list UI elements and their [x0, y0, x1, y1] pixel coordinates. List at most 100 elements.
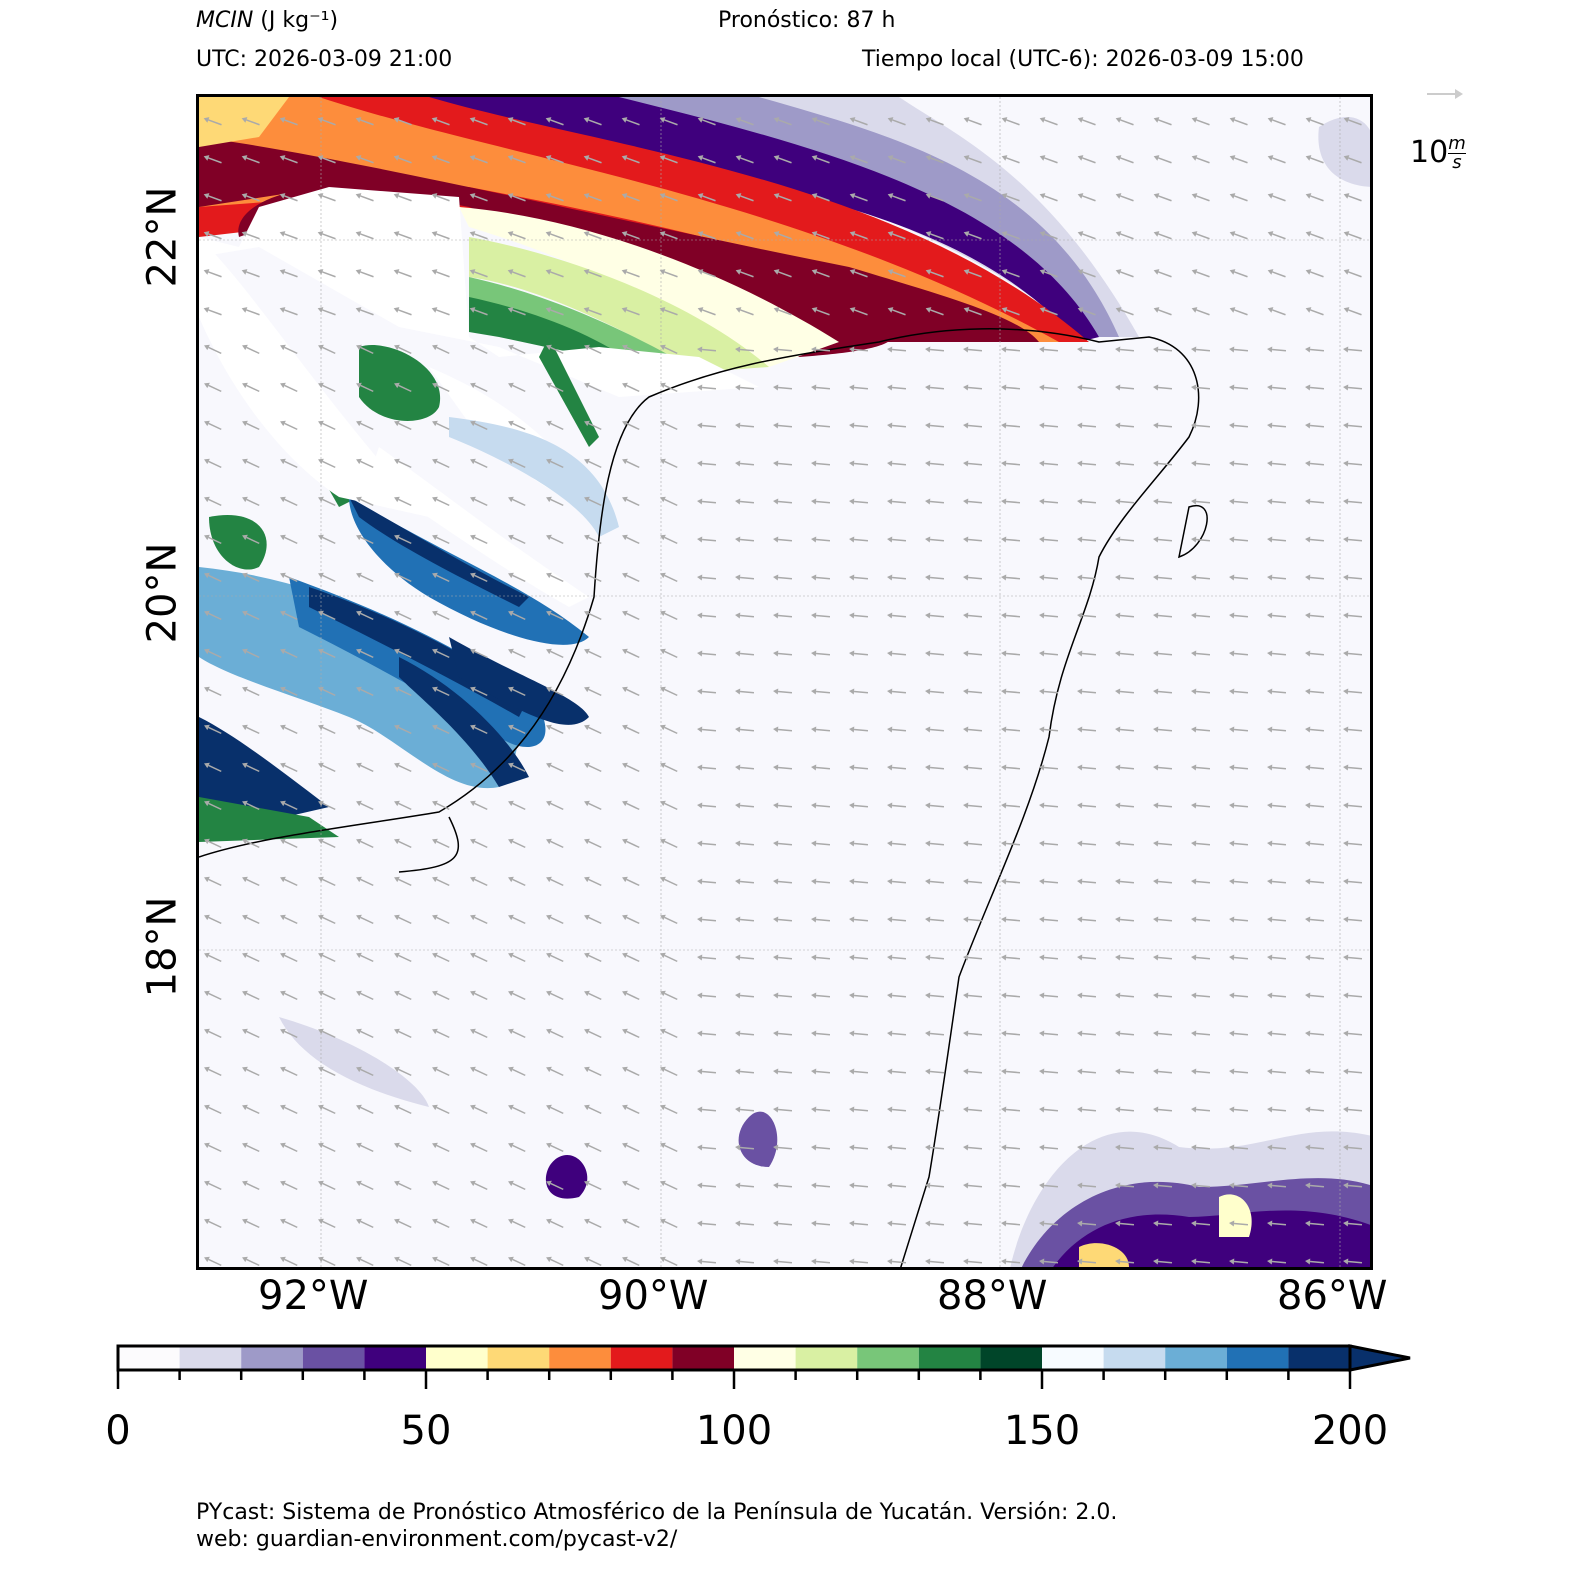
wind-arrow — [432, 1104, 450, 1115]
colorbar-label-100: 100 — [695, 1408, 773, 1454]
wind-arrow — [356, 344, 374, 355]
wind-arrow — [394, 420, 412, 431]
wind-arrow — [242, 800, 260, 811]
wind-arrow — [887, 726, 907, 733]
wind-arrow — [1115, 840, 1135, 847]
wind-arrow — [1077, 688, 1097, 695]
wind-arrow — [394, 800, 412, 811]
wind-arrow — [1305, 536, 1325, 543]
wind-arrow — [1267, 231, 1286, 240]
wind-arrow — [1001, 840, 1021, 847]
wind-arrow — [394, 458, 412, 469]
wind-arrow — [431, 117, 450, 126]
wind-arrow — [1229, 1220, 1249, 1227]
wind-arrow — [394, 724, 412, 735]
wind-arrow — [1077, 1030, 1097, 1037]
wind-arrow — [1343, 650, 1363, 657]
wind-arrow — [394, 496, 412, 507]
wind-arrow — [887, 1258, 907, 1265]
wind-arrow — [925, 992, 945, 999]
wind-arrow — [318, 496, 336, 507]
wind-arrow — [849, 231, 868, 240]
wind-arrow — [887, 346, 907, 353]
footer-line-2[interactable]: web: guardian-environment.com/pycast-v2/ — [196, 1527, 678, 1552]
wind-arrow — [241, 307, 260, 316]
wind-arrow — [546, 420, 564, 431]
wind-arrow — [393, 307, 412, 316]
lon-tick-88w: 88°W — [937, 1273, 1048, 1319]
wind-arrow — [697, 384, 717, 391]
wind-arrow — [1343, 307, 1362, 316]
wind-arrow — [660, 990, 678, 1001]
wind-arrow — [1153, 307, 1172, 316]
wind-arrow — [318, 1142, 336, 1153]
wind-arrow — [470, 648, 488, 659]
colorbar-segment — [1165, 1346, 1227, 1370]
lon-tick-86w: 86°W — [1277, 1273, 1388, 1319]
colorbar-segment — [1226, 1346, 1289, 1370]
wind-arrow — [356, 1218, 374, 1229]
map-panel[interactable] — [196, 94, 1373, 1270]
wind-arrow — [508, 496, 526, 507]
wind-arrow — [1115, 1220, 1135, 1227]
wind-arrow — [887, 422, 907, 429]
wind-arrow — [431, 307, 450, 316]
wind-arrow — [470, 344, 488, 355]
wind-arrow — [773, 650, 793, 657]
wind-arrow — [1343, 536, 1363, 543]
wind-arrow — [507, 117, 526, 126]
wind-arrow — [545, 307, 564, 316]
wind-arrow — [1305, 878, 1325, 885]
wind-arrow — [470, 1066, 488, 1077]
wind-arrow — [432, 952, 450, 963]
wind-arrow — [811, 231, 830, 240]
wind-arrow — [470, 1104, 488, 1115]
wind-arrow — [204, 572, 222, 583]
wind-arrow — [1039, 346, 1059, 353]
wind-arrow — [925, 840, 945, 847]
wind-arrow — [1191, 231, 1210, 240]
wind-arrow — [394, 1256, 412, 1267]
wind-arrow — [1267, 916, 1287, 923]
colorbar-label-150: 150 — [1003, 1408, 1081, 1454]
wind-arrow — [697, 1220, 717, 1227]
wind-arrow — [621, 193, 640, 202]
wind-arrow — [356, 1028, 374, 1039]
wind-arrow — [584, 1066, 602, 1077]
wind-arrow — [1305, 1144, 1325, 1151]
wind-arrow — [887, 231, 906, 240]
wind-arrow — [1305, 574, 1325, 581]
wind-arrow — [811, 193, 830, 202]
wind-arrow — [1343, 117, 1362, 126]
wind-arrow — [470, 572, 488, 583]
wind-arrow — [811, 155, 830, 164]
wind-arrow — [773, 726, 793, 733]
wind-arrow — [1229, 193, 1248, 202]
wind-arrow — [318, 952, 336, 963]
colorbar — [116, 1344, 1411, 1389]
wind-arrow — [508, 534, 526, 545]
wind-arrow — [1343, 1258, 1363, 1265]
wind-arrow — [546, 724, 564, 735]
wind-arrow — [1267, 1106, 1287, 1113]
wind-arrow — [1343, 1030, 1363, 1037]
wind-arrow — [697, 916, 717, 923]
wind-arrow — [470, 724, 488, 735]
wind-arrow — [925, 384, 945, 391]
wind-arrow — [204, 382, 222, 393]
wind-arrow — [508, 1180, 526, 1191]
wind-arrow — [1267, 155, 1286, 164]
wind-arrow — [241, 155, 260, 164]
wind-arrow — [735, 117, 754, 126]
wind-arrow — [356, 572, 374, 583]
wind-arrow — [1267, 1068, 1287, 1075]
wind-arrow — [1267, 269, 1286, 278]
wind-arrow — [697, 269, 716, 278]
wind-arrow — [660, 1028, 678, 1039]
wind-arrow — [546, 914, 564, 925]
wind-arrow — [887, 498, 907, 505]
wind-arrow — [963, 1068, 983, 1075]
wind-arrow — [735, 460, 755, 467]
wind-arrow — [1229, 840, 1249, 847]
wind-arrow — [1153, 726, 1173, 733]
